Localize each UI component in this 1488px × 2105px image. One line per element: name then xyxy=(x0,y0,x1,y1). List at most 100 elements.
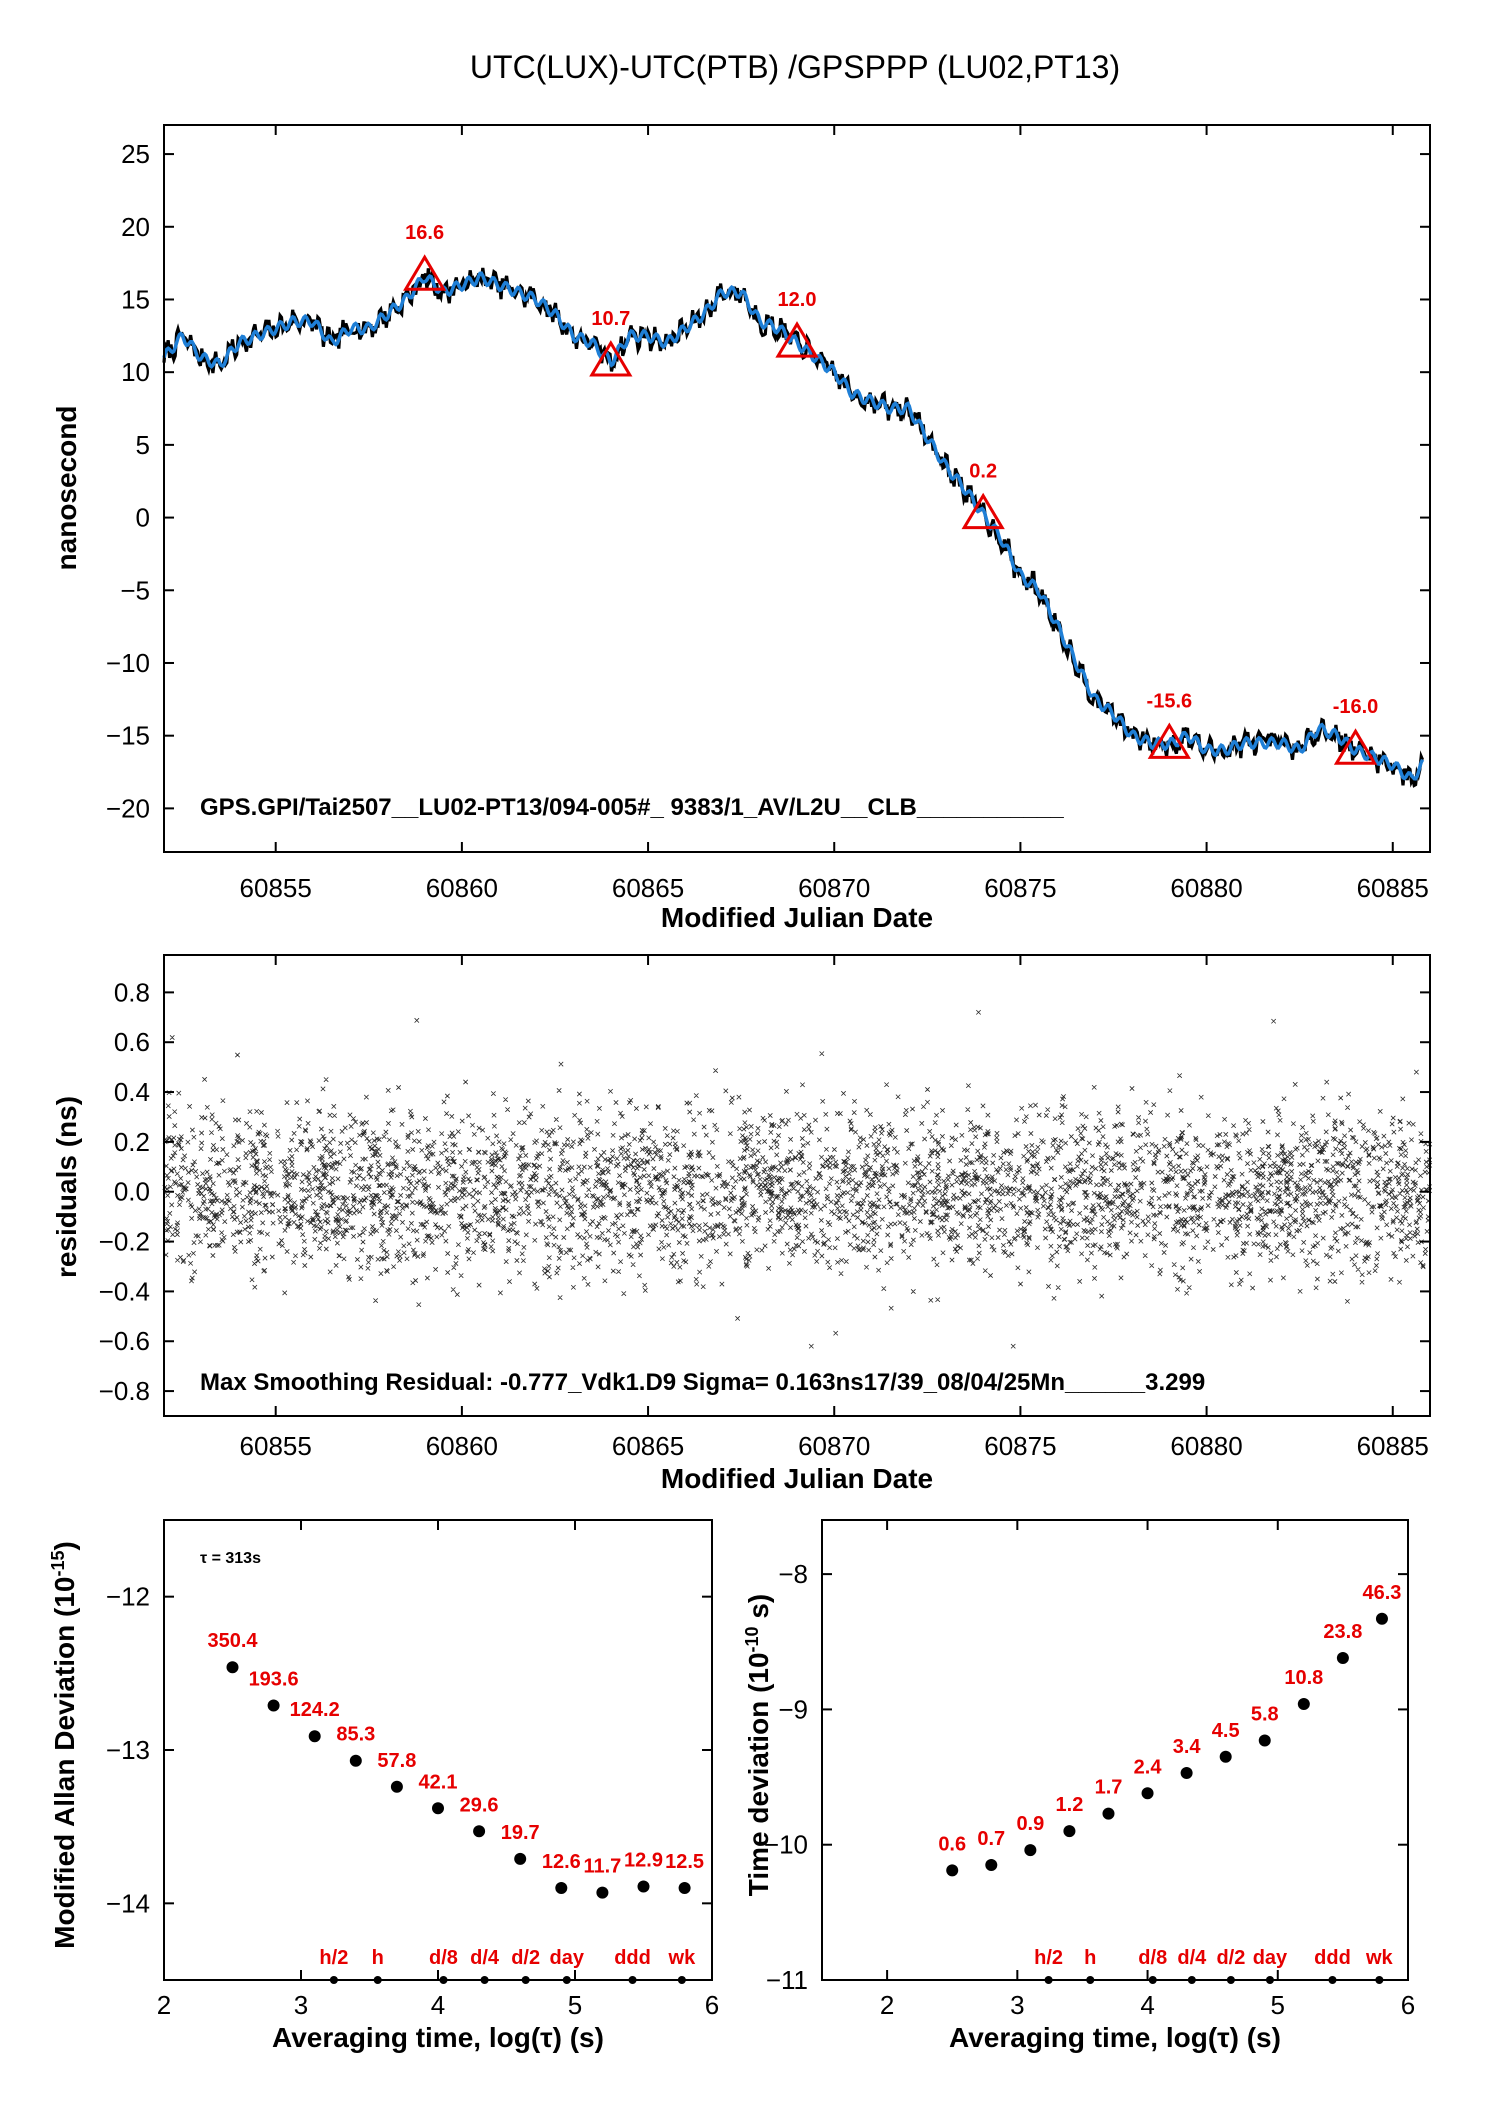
time-series-marker xyxy=(1333,728,1378,765)
residuals-x-tick-label: 60855 xyxy=(240,1431,312,1461)
residuals-x-label: Modified Julian Date xyxy=(661,1463,933,1494)
time-series-x-tick-label: 60865 xyxy=(612,873,684,903)
mdev-x-tick-label: 5 xyxy=(568,1990,582,2020)
time-series-marker-label: 16.6 xyxy=(405,222,444,244)
mdev-y-tick-label: −13 xyxy=(106,1735,150,1765)
tdev-point-label: 1.2 xyxy=(1056,1794,1084,1816)
time-series-info-text: GPS.GPI/Tai2507__LU02-PT13/094-005#_ 938… xyxy=(200,794,1064,821)
tdev-time-mark-label: d/8 xyxy=(1138,1947,1167,1969)
tdev-x-label: Averaging time, log(τ) (s) xyxy=(949,2022,1281,2053)
mdev-y-label: Modified Allan Deviation (10-15) xyxy=(48,1541,80,1949)
mdev-time-mark xyxy=(521,1976,530,1984)
residuals-axes: 60855 60860 60865 60870 60875 60880 60885 −0.8 −… xyxy=(99,955,1430,1461)
residuals-x-tick-label: 60865 xyxy=(612,1431,684,1461)
time-series-x-tick-label: 60860 xyxy=(426,873,498,903)
mdev-x-tick-label: 6 xyxy=(705,1990,719,2020)
residuals-y-tick-label: −0.2 xyxy=(99,1227,150,1257)
time-series-marker xyxy=(961,492,1005,530)
tdev-panel: 2 3 4 5 6 −11 −10 −9 −8 0.6 0.7 0.9 1.2 1.7 2.4 3.4 4.5… xyxy=(742,1519,1415,2053)
tdev-time-mark xyxy=(1086,1976,1095,1984)
time-series-data xyxy=(162,267,1425,788)
tdev-time-mark xyxy=(1044,1976,1053,1984)
time-series-y-label: nanosecond xyxy=(51,406,82,571)
time-series-y-tick-label: 25 xyxy=(121,139,150,169)
mdev-time-mark-label: h xyxy=(372,1947,384,1969)
residuals-y-tick-label: 0.8 xyxy=(114,977,150,1007)
mdev-time-mark-label: wk xyxy=(668,1947,697,1969)
tdev-time-mark xyxy=(1187,1976,1196,1984)
mdev-point xyxy=(514,1852,527,1865)
tdev-time-mark-label: h/2 xyxy=(1034,1947,1063,1969)
tdev-point-label: 0.9 xyxy=(1016,1813,1044,1835)
residuals-x-tick-label: 60880 xyxy=(1170,1431,1242,1461)
time-series-y-tick-label: −10 xyxy=(106,648,150,678)
tdev-point-label: 4.5 xyxy=(1212,1720,1240,1742)
residuals-y-tick-label: −0.8 xyxy=(99,1376,150,1406)
mdev-point-label: 57.8 xyxy=(377,1750,416,1772)
tdev-x-tick-label: 5 xyxy=(1271,1990,1285,2020)
residuals-x-tick-label: 60885 xyxy=(1357,1431,1429,1461)
residuals-x-tick-label: 60870 xyxy=(798,1431,870,1461)
mdev-point-label: 19.7 xyxy=(501,1822,540,1844)
tdev-y-tick-label: −10 xyxy=(764,1830,808,1860)
mdev-point-label: 42.1 xyxy=(419,1771,458,1793)
tdev-data: 0.6 0.7 0.9 1.2 1.7 2.4 3.4 4.5 5.810.8 23.846.3 h… xyxy=(938,1582,1401,1984)
mdev-time-mark xyxy=(439,1976,448,1984)
time-series-marker xyxy=(589,340,633,377)
mdev-panel: 2 3 4 5 6 −14 −13 −12 350.4 193.6 124.2 85.357.842… xyxy=(48,1519,719,2053)
tdev-point-label: 0.7 xyxy=(977,1828,1005,1850)
tdev-x-tick-label: 6 xyxy=(1401,1990,1415,2020)
time-series-smoothed-line xyxy=(162,271,1425,781)
mdev-y-label-main: Modified Allan Deviation (10 xyxy=(49,1577,80,1949)
tdev-y-label-exp: -10 xyxy=(742,1626,762,1652)
residuals-x-tick-label: 60860 xyxy=(426,1431,498,1461)
tdev-point xyxy=(1375,1612,1388,1625)
mdev-time-mark-label: d/2 xyxy=(511,1947,540,1969)
tdev-time-mark xyxy=(1148,1976,1157,1984)
residuals-y-tick-label: −0.6 xyxy=(99,1326,150,1356)
tdev-point xyxy=(1258,1734,1271,1747)
time-series-x-tick-label: 60870 xyxy=(798,873,870,903)
mdev-x-tick-label: 4 xyxy=(431,1990,445,2020)
residuals-panel: 60855 60860 60865 60870 60875 60880 60885 −0.8 −… xyxy=(51,954,1433,1494)
tdev-point xyxy=(1024,1844,1037,1857)
residuals-y-tick-label: 0.2 xyxy=(114,1127,150,1157)
residuals-frame xyxy=(163,954,1431,1417)
tdev-point-label: 0.6 xyxy=(938,1833,966,1855)
mdev-time-mark-label: d/8 xyxy=(429,1947,458,1969)
time-series-frame xyxy=(163,124,1431,853)
tdev-point-label: 1.7 xyxy=(1095,1777,1123,1799)
mdev-point-label: 12.9 xyxy=(624,1849,663,1871)
tdev-axes: 2 3 4 5 6 −11 −10 −9 −8 xyxy=(764,1520,1415,2020)
residuals-y-tick-label: 0.6 xyxy=(114,1027,150,1057)
tdev-point xyxy=(946,1864,959,1877)
tdev-y-label: Time deviation (10-10 s) xyxy=(742,1594,774,1897)
tdev-time-mark xyxy=(1328,1976,1337,1984)
residuals-y-tick-label: 0.4 xyxy=(114,1077,150,1107)
mdev-y-tick-label: −12 xyxy=(106,1582,150,1612)
tdev-time-mark-label: d/2 xyxy=(1216,1947,1245,1969)
mdev-x-tick-label: 3 xyxy=(294,1990,308,2020)
tdev-time-mark-label: h xyxy=(1084,1947,1096,1969)
tdev-point xyxy=(1141,1787,1154,1800)
time-series-marker-label: 12.0 xyxy=(778,289,817,311)
mdev-point xyxy=(267,1699,280,1712)
mdev-x-tick-label: 2 xyxy=(157,1990,171,2020)
mdev-point xyxy=(678,1882,691,1894)
time-series-y-tick-label: −15 xyxy=(106,721,150,751)
tdev-time-mark-label: wk xyxy=(1365,1947,1394,1969)
mdev-time-mark xyxy=(677,1976,686,1984)
mdev-y-label-end: ) xyxy=(49,1541,80,1550)
tdev-time-mark-label: ddd xyxy=(1314,1947,1351,1969)
residuals-y-tick-label: −0.4 xyxy=(99,1276,150,1306)
mdev-point-label: 85.3 xyxy=(336,1724,375,1746)
time-series-x-tick-label: 60875 xyxy=(984,873,1056,903)
tdev-point xyxy=(1180,1767,1193,1779)
mdev-time-mark-label: h/2 xyxy=(319,1947,348,1969)
mdev-time-mark xyxy=(628,1976,637,1984)
tdev-x-tick-label: 2 xyxy=(880,1990,894,2020)
tdev-x-tick-label: 3 xyxy=(1010,1990,1024,2020)
time-series-axes: 60855 60860 60865 60870 60875 60880 60885 −20 −1… xyxy=(106,125,1430,903)
tdev-time-mark-label: day xyxy=(1253,1947,1288,1969)
